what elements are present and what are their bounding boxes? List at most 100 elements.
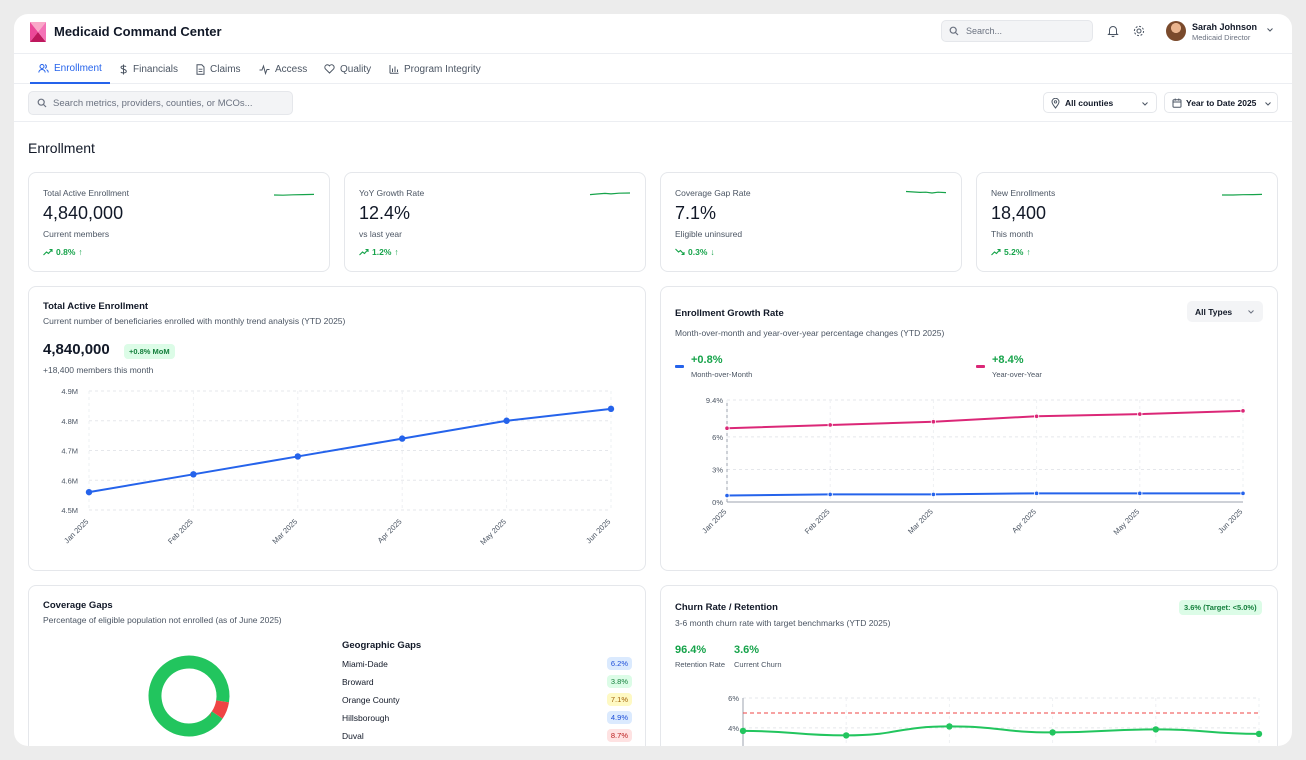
filter-bar: Search metrics, providers, counties, or … [14,84,1292,122]
bell-icon[interactable] [1106,24,1120,38]
calendar-icon [1172,98,1182,108]
map-pin-icon [1051,98,1060,109]
chevron-down-icon [1142,102,1148,106]
x-tick-label: May 2025 [1112,507,1142,537]
data-point [827,422,833,428]
tab-claims[interactable]: Claims [188,54,249,84]
data-point [843,732,850,739]
kpi-subtext: Current members [43,229,110,239]
x-tick-label: Mar 2025 [906,507,935,536]
tab-quality-label: Quality [340,63,372,75]
sparkline [1222,193,1263,196]
period-select-value: Year to Date 2025 [1186,98,1257,108]
kpi-card-new-enrollments[interactable]: New Enrollments 18,400 This month 5.2% ↑ [976,172,1278,272]
kpi-card-coverage-gap[interactable]: Coverage Gap Rate 7.1% Eligible uninsure… [660,172,962,272]
card-title: Churn Rate / Retention [675,602,778,613]
geo-row[interactable]: Orange County 7.1% [342,693,632,709]
retention-value: 96.4% [675,644,707,656]
kpi-card-total-enrollment[interactable]: Total Active Enrollment 4,840,000 Curren… [28,172,330,272]
tab-program-integrity-label: Program Integrity [404,63,481,75]
county-select[interactable]: All counties [1043,92,1157,113]
geo-row[interactable]: Broward 3.8% [342,675,632,691]
data-point [1033,490,1040,496]
data-point [724,425,730,431]
arrow-up-icon: ↑ [1026,247,1031,257]
tab-financials[interactable]: Financials [111,54,186,84]
data-point [1049,729,1056,736]
type-dropdown-value: All Types [1195,307,1233,317]
geo-row[interactable]: Duval 8.7% [342,729,632,745]
nav-tabs: Enrollment Financials Claims Access Qual… [14,54,1292,84]
kpi-trend-value: 0.3% [688,247,708,257]
tab-enrollment[interactable]: Enrollment [30,54,110,84]
y-tick-label: 4.6M [61,476,78,485]
data-point [1152,726,1159,733]
x-tick-label: Feb 2025 [166,517,195,546]
user-menu[interactable]: Sarah Johnson Medicaid Director [1166,21,1276,45]
data-point [724,492,730,499]
data-point [930,419,936,425]
heart-icon [324,64,335,74]
chevron-down-icon [1267,28,1273,32]
geo-row[interactable]: Miami-Dade 6.2% [342,657,632,673]
geo-gap-badge: 6.2% [606,657,632,670]
geo-county-name: Broward [342,677,374,687]
chevron-down-icon [1248,310,1254,314]
y-tick-label: 4.7M [61,447,78,456]
document-icon [196,63,205,75]
churn-label: Current Churn [734,660,782,669]
kpi-value: 4,840,000 [43,203,124,223]
card-subtitle: Percentage of eligible population not en… [43,615,282,625]
tab-access[interactable]: Access [251,54,315,84]
period-select[interactable]: Year to Date 2025 [1164,92,1278,113]
coverage-donut-chart [148,655,230,737]
mom-badge: +0.8% MoM [124,344,175,359]
tab-enrollment-label: Enrollment [54,62,102,74]
data-point [190,471,197,478]
data-point [827,491,833,498]
data-point [1255,730,1263,738]
y-tick-label: 4.8M [61,417,78,426]
type-dropdown[interactable]: All Types [1187,301,1263,322]
sparkline [905,190,947,194]
churn-retention-card: Churn Rate / Retention 3.6% (Target: <5.… [660,585,1278,746]
kpi-trend: 1.2% ↑ [359,247,399,257]
card-subtitle: Current number of beneficiaries enrolled… [43,316,346,326]
x-tick-label: Apr 2025 [376,517,404,545]
geo-county-name: Miami-Dade [342,659,388,669]
churn-line-chart: 6% 4% [728,694,1263,746]
page-title: Enrollment [28,140,95,156]
kpi-value: 7.1% [675,203,717,223]
geo-gap-badge: 4.9% [606,711,632,724]
kpi-subtext: vs last year [359,229,402,239]
county-select-value: All counties [1065,98,1114,108]
data-point [946,723,953,730]
data-point [739,727,747,735]
growth-rate-card: Enrollment Growth Rate All Types Month-o… [660,286,1278,571]
data-point [1240,490,1246,496]
dollar-icon [120,64,127,74]
user-role: Medicaid Director [1192,33,1251,42]
kpi-trend-value: 5.2% [1004,247,1024,257]
kpi-card-yoy-growth[interactable]: YoY Growth Rate 12.4% vs last year 1.2% … [344,172,646,272]
legend-swatch-yoy [976,365,985,368]
data-point [1137,411,1143,417]
global-search-input[interactable]: Search... [941,20,1093,42]
gear-icon[interactable] [1132,24,1146,38]
geo-row[interactable]: Hillsborough 4.9% [342,711,632,727]
metrics-search-input[interactable]: Search metrics, providers, counties, or … [28,91,293,115]
tab-program-integrity[interactable]: Program Integrity [381,54,489,84]
kpi-trend: 0.3% ↓ [675,247,715,257]
x-tick-label: Mar 2025 [270,517,299,546]
card-title: Coverage Gaps [43,600,113,611]
tab-quality[interactable]: Quality [316,54,379,84]
kpi-label: Coverage Gap Rate [675,188,751,198]
data-point [607,405,615,413]
x-tick-label: Feb 2025 [803,507,832,536]
monthly-note: +18,400 members this month [43,365,154,375]
mom-value: +0.8% [691,354,723,366]
global-search-placeholder: Search... [966,26,1003,36]
churn-value: 3.6% [734,644,760,656]
trending-up-icon [991,248,1001,256]
arrow-down-icon: ↓ [710,247,715,257]
